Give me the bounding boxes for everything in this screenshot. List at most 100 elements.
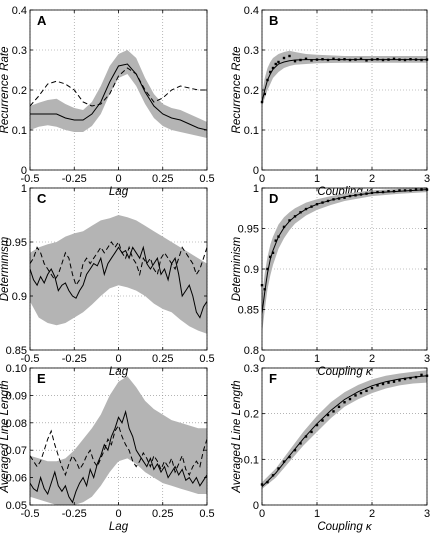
y-tick-label: 0.1 [12, 125, 27, 137]
x-tick-label: -0.25 [62, 508, 87, 520]
y-tick-label: 0.2 [244, 85, 259, 97]
data-point [398, 58, 401, 61]
data-point [370, 386, 374, 390]
data-point [310, 59, 313, 62]
data-point [348, 58, 352, 62]
solid-series-line [30, 63, 207, 131]
y-tick-label: 0.9 [244, 264, 259, 276]
data-point [277, 467, 280, 470]
data-point [321, 201, 324, 204]
y-tick-label: 0.95 [238, 224, 259, 236]
x-tick-label: -0.5 [21, 353, 40, 365]
data-point [274, 62, 277, 66]
y-tick-label: 0.07 [6, 445, 27, 457]
data-point [381, 190, 385, 194]
data-point [359, 57, 363, 60]
x-axis-label: Lag [109, 366, 129, 378]
data-point [299, 442, 302, 445]
data-point [266, 267, 269, 271]
x-tick-label: 3 [424, 508, 430, 520]
confidence-band [262, 50, 427, 106]
data-point [326, 413, 330, 417]
data-point [271, 66, 275, 70]
x-tick-label: 0 [115, 508, 121, 520]
y-axis-label: Averaged Line Length [0, 380, 11, 493]
data-point [277, 235, 280, 238]
solid-series-line [30, 409, 207, 504]
data-point [288, 455, 291, 459]
y-tick-label: 1 [21, 183, 27, 195]
data-point [398, 189, 401, 192]
dashed-series-line [30, 424, 207, 477]
data-point [343, 401, 346, 404]
confidence-band [262, 370, 427, 489]
dashed-series-line [30, 240, 207, 287]
data-point [387, 381, 390, 384]
data-point [420, 58, 423, 62]
y-tick-label: 0.10 [6, 363, 27, 375]
x-tick-label: -0.25 [62, 173, 87, 185]
x-tick-label: 0 [259, 173, 265, 185]
data-point [392, 57, 396, 60]
x-tick-label: 0.25 [152, 173, 173, 185]
data-point [414, 188, 418, 191]
data-point [332, 57, 335, 60]
y-tick-label: 0.95 [6, 237, 27, 249]
data-point [304, 435, 308, 438]
data-point [354, 58, 357, 61]
x-axis-label: Lag [109, 521, 129, 533]
panel-c: -0.5 -0.25 0 0.25 0.5 0.85 0.9 0.95 1 Lag Determin… [0, 183, 215, 378]
marker-series [260, 188, 429, 291]
y-tick-label: 0.1 [244, 125, 259, 137]
data-point [403, 189, 407, 192]
y-axis-label: Recurrence Rate [231, 47, 243, 134]
data-point [348, 397, 352, 401]
y-axis-label: Recurrence Rate [0, 47, 11, 134]
data-point [370, 58, 374, 61]
data-point [315, 58, 319, 61]
data-point [269, 255, 272, 259]
data-point [293, 449, 297, 452]
data-point [420, 373, 423, 377]
data-point [409, 376, 412, 380]
confidence-band [30, 215, 207, 334]
panel-letter: B [269, 13, 278, 28]
x-tick-label: 0.5 [199, 353, 214, 365]
x-tick-label: 2 [369, 173, 375, 185]
x-tick-label: 0.5 [199, 508, 214, 520]
data-point [288, 54, 291, 58]
confidence-band [30, 376, 207, 505]
data-point [263, 92, 266, 96]
data-point [337, 405, 341, 409]
data-point [293, 60, 297, 63]
data-point [381, 382, 385, 386]
data-point [271, 474, 275, 477]
panel-letter: F [269, 371, 277, 386]
y-tick-label: 0 [253, 500, 259, 512]
dashed-series-line [30, 67, 207, 107]
solid-series-line [262, 375, 427, 488]
solid-series-line [30, 245, 207, 319]
panel-f: 0 1 2 3 0 0.1 0.2 0.3 Coupling κ Averaged Line Le… [231, 363, 430, 533]
solid-series-line [262, 59, 427, 103]
data-point [359, 391, 363, 395]
y-tick-label: 0.06 [6, 473, 27, 485]
x-tick-label: -0.5 [21, 173, 40, 185]
x-tick-label: 3 [424, 173, 430, 185]
confidence-band [30, 50, 207, 138]
x-tick-label: 0 [259, 508, 265, 520]
axes-frame [261, 367, 428, 506]
data-point [271, 251, 275, 254]
y-tick-label: 0.4 [244, 5, 259, 17]
data-point [343, 196, 346, 199]
panel-letter: A [37, 13, 47, 28]
data-point [277, 60, 280, 64]
y-tick-label: 0.2 [244, 409, 259, 421]
data-point [365, 389, 368, 393]
data-point [299, 211, 302, 214]
marker-series [260, 373, 429, 486]
data-point [398, 379, 401, 382]
panel-letter: E [37, 371, 46, 386]
y-tick-label: 0.3 [244, 363, 259, 375]
